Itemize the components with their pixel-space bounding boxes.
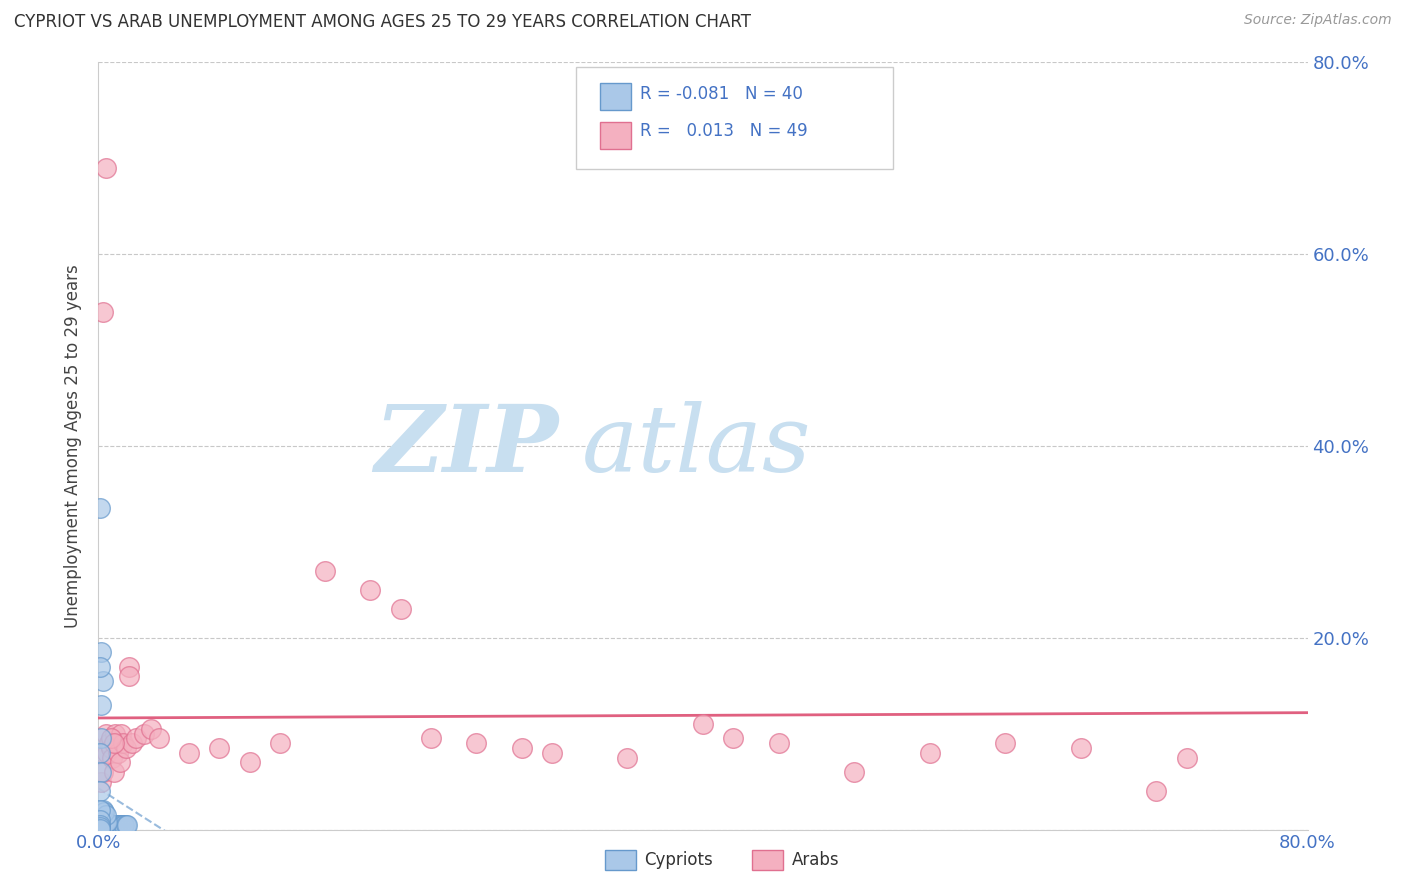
Point [100,741,122,756]
Text: Arabs: Arabs [792,851,839,869]
Point [90,731,112,746]
Point [723,731,745,746]
Point [179,746,201,760]
Point [91,818,114,832]
Point [108,756,131,770]
Point [89,820,111,834]
Point [89,784,111,798]
Text: Source: ZipAtlas.com: Source: ZipAtlas.com [1244,13,1392,28]
Point [104,726,127,740]
Point [89,822,111,836]
Point [100,818,122,832]
Point [96,818,118,832]
Point [90,765,112,780]
Point [239,756,262,770]
Text: atlas: atlas [582,401,811,491]
Point [93,805,115,820]
Point [108,818,131,832]
Text: CYPRIOT VS ARAB UNEMPLOYMENT AMONG AGES 25 TO 29 YEARS CORRELATION CHART: CYPRIOT VS ARAB UNEMPLOYMENT AMONG AGES … [14,13,751,31]
Point [98,736,121,750]
Point [94,818,117,832]
Point [118,669,141,683]
Point [89,818,111,832]
Point [994,736,1017,750]
Point [91,673,114,688]
Point [90,645,112,659]
Point [121,736,143,750]
Point [89,804,111,818]
Text: R =   0.013   N = 49: R = 0.013 N = 49 [640,122,807,140]
Point [105,736,128,750]
Point [540,746,562,760]
Point [1070,741,1092,756]
Point [96,814,118,829]
Point [114,818,136,832]
Point [89,818,111,832]
Point [111,818,134,832]
Point [105,818,128,832]
Point [89,659,111,673]
Point [125,731,148,746]
Point [94,161,117,175]
Point [118,659,141,673]
Point [103,818,125,832]
Point [93,818,115,832]
Point [1175,750,1198,764]
Point [90,813,112,827]
Point [114,741,136,756]
Point [269,736,291,750]
Point [90,818,112,832]
Point [103,736,125,750]
Point [94,726,117,740]
Point [98,818,121,832]
Point [104,818,127,832]
Point [100,731,122,746]
Point [94,814,117,829]
Point [91,804,114,818]
Point [115,818,138,832]
Point [1144,784,1167,798]
Point [107,746,129,760]
Point [465,736,488,750]
Text: R = -0.081   N = 40: R = -0.081 N = 40 [640,85,803,103]
Point [89,501,111,516]
Point [103,765,125,780]
Point [148,731,170,746]
Point [844,765,866,780]
Point [111,736,134,750]
Point [91,813,114,827]
Point [91,765,114,780]
Point [420,731,443,746]
Point [93,746,115,760]
Point [89,746,111,760]
Point [94,808,117,822]
Point [112,818,135,832]
Point [389,602,412,616]
Point [101,818,124,832]
Point [89,813,111,827]
Point [91,305,114,319]
Text: ZIP: ZIP [374,401,558,491]
Point [768,736,790,750]
Point [510,741,533,756]
Point [110,726,132,740]
Point [96,746,118,760]
Point [360,582,382,597]
Point [616,750,638,764]
Point [101,750,124,764]
Point [918,746,941,760]
Point [110,818,132,832]
Point [132,726,155,740]
Point [141,722,163,736]
Point [208,741,231,756]
Point [90,698,112,712]
Point [90,774,112,789]
Point [314,564,336,578]
Text: Cypriots: Cypriots [644,851,713,869]
Point [107,818,129,832]
Point [93,814,115,829]
Point [692,717,714,731]
Y-axis label: Unemployment Among Ages 25 to 29 years: Unemployment Among Ages 25 to 29 years [65,264,83,628]
